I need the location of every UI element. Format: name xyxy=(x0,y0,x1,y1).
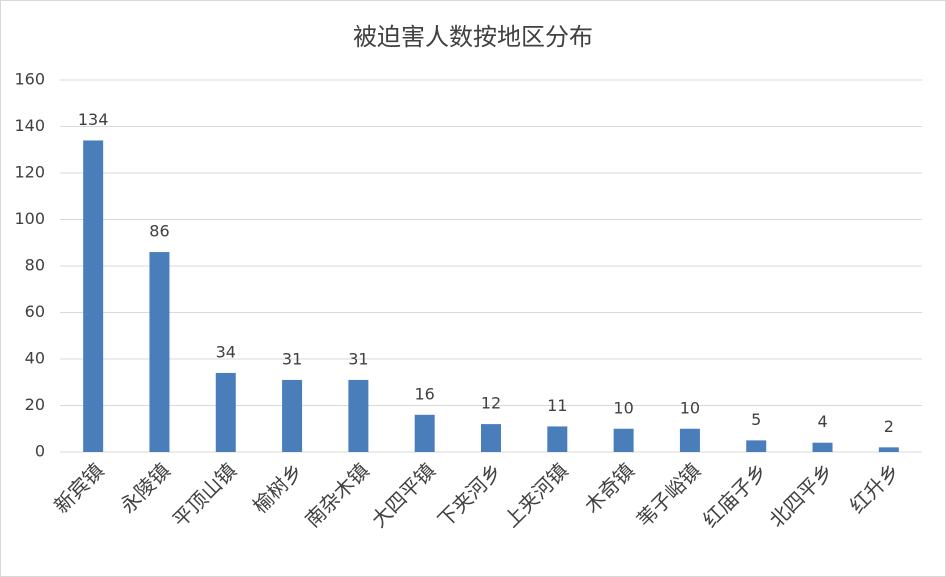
data-label: 5 xyxy=(751,410,761,429)
y-tick-label: 60 xyxy=(25,302,45,321)
bar xyxy=(878,447,899,452)
bar xyxy=(613,428,634,452)
y-tick-label: 20 xyxy=(25,395,45,414)
y-tick-label: 160 xyxy=(14,70,45,89)
data-label: 34 xyxy=(216,342,236,361)
bar xyxy=(83,140,104,452)
y-tick-label: 0 xyxy=(35,442,45,461)
bar xyxy=(679,428,700,452)
y-tick-label: 140 xyxy=(14,116,45,135)
bar xyxy=(282,379,303,452)
data-label: 31 xyxy=(282,349,302,368)
bar xyxy=(547,426,568,452)
data-label: 2 xyxy=(884,417,894,436)
data-label: 16 xyxy=(415,384,435,403)
data-label: 10 xyxy=(680,398,700,417)
bar xyxy=(348,379,369,452)
y-tick-label: 40 xyxy=(25,349,45,368)
data-label: 12 xyxy=(481,394,501,413)
bar xyxy=(149,252,170,452)
data-label: 10 xyxy=(613,398,633,417)
bar xyxy=(414,414,435,452)
chart-title: 被迫害人数按地区分布 xyxy=(353,23,593,51)
data-label: 11 xyxy=(547,396,567,415)
data-label: 86 xyxy=(149,222,169,241)
data-label: 134 xyxy=(78,110,109,129)
data-label: 31 xyxy=(348,349,368,368)
bar xyxy=(812,442,833,452)
bar xyxy=(481,424,501,452)
y-tick-label: 80 xyxy=(25,256,45,275)
y-tick-label: 120 xyxy=(14,163,45,182)
bar xyxy=(746,440,767,452)
bar xyxy=(215,372,236,452)
y-tick-label: 100 xyxy=(14,209,45,228)
data-label: 4 xyxy=(817,412,827,431)
